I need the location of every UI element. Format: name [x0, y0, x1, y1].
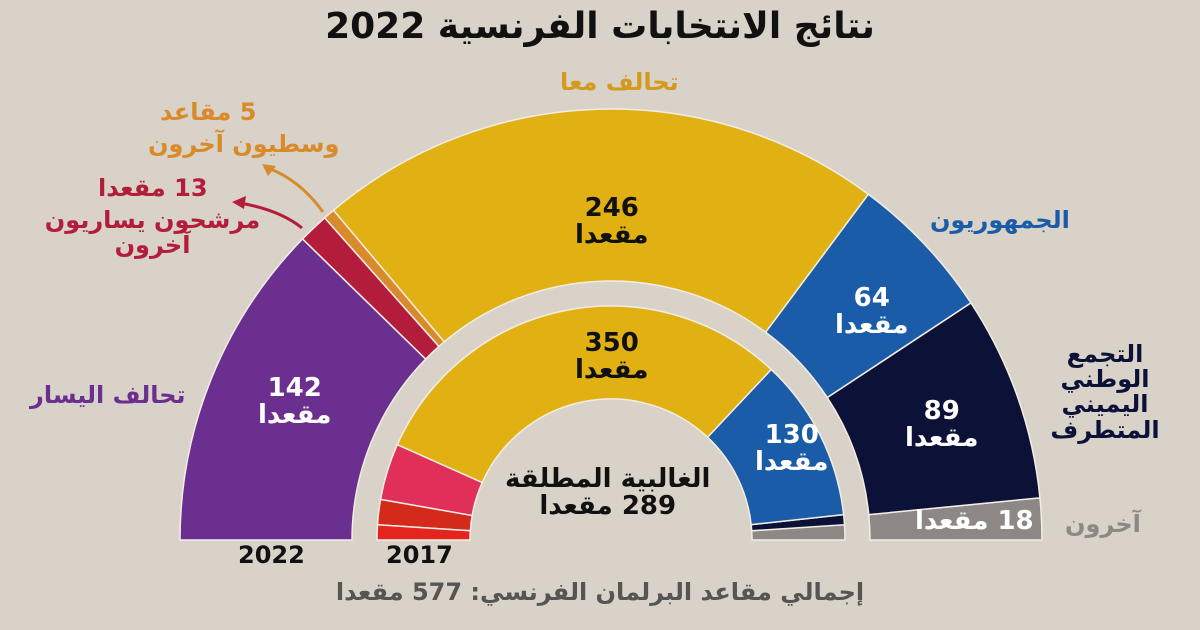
slice-2017-3	[396, 305, 773, 484]
slice-2022-3	[332, 108, 870, 343]
majority-label: الغالبية المطلقة 289 مقعدا	[505, 464, 711, 522]
value-others-center: 5 مقاعد	[160, 98, 257, 126]
value-ensemble-2022: 246 مقعدا	[575, 193, 649, 251]
arrow-others-left	[239, 201, 303, 230]
value-lr-2017: 130 مقعدا	[755, 420, 829, 478]
slice-2017-4	[706, 368, 845, 526]
label-others: آخرون	[1065, 510, 1141, 538]
value-others-2022: 18 مقعدا	[915, 506, 1034, 536]
label-rn: التجمع الوطني اليميني المتطرف	[1050, 340, 1160, 444]
slice-2022-5	[826, 301, 1041, 516]
arrow-head-others-left	[232, 196, 246, 209]
arrow-head-others-center	[262, 164, 276, 176]
label-ensemble: تحالف معا	[560, 68, 679, 96]
footer-total: إجمالي مقاعد البرلمان الفرنسي: 577 مقعدا	[335, 578, 865, 606]
value-rn-2022: 89 مقعدا	[905, 396, 979, 454]
label-others-left: مرشحون يساريون آخرون	[44, 206, 261, 260]
year-2022: 2022	[238, 541, 305, 569]
slice-2022-1	[301, 216, 440, 361]
value-ensemble-2017: 350 مقعدا	[575, 328, 649, 386]
slice-2017-1	[376, 498, 474, 532]
label-nupes: تحالف اليسار	[30, 381, 186, 409]
slice-2022-4	[764, 193, 972, 399]
year-2017: 2017	[386, 541, 453, 569]
value-nupes-2022: 142 مقعدا	[258, 373, 332, 431]
slice-2022-6	[867, 497, 1043, 541]
chart-title: نتائج الانتخابات الفرنسية 2022	[325, 6, 875, 47]
slice-2017-2	[379, 443, 484, 517]
value-lr-2022: 64 مقعدا	[835, 283, 909, 341]
slice-2017-6	[750, 523, 846, 541]
slice-2022-0	[179, 237, 427, 541]
arrow-others-center	[267, 166, 325, 213]
label-others-center: وسطيون آخرون	[148, 130, 340, 158]
slice-2017-0	[376, 523, 472, 541]
value-others-left: 13 مقعدا	[98, 174, 208, 202]
label-lr: الجمهوريون	[930, 206, 1070, 234]
